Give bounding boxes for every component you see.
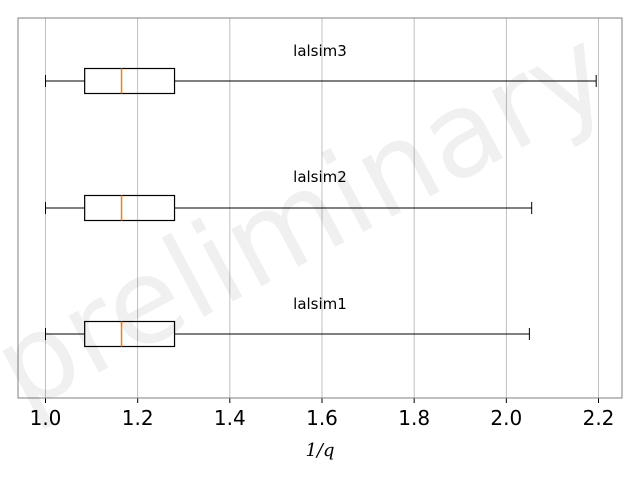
box-lalsim2: lalsim2 (45, 168, 533, 222)
x-axis-label: 1/q (305, 440, 334, 461)
watermark-text: preliminary (0, 0, 630, 437)
x-tick-label: 1.0 (30, 406, 62, 430)
box-label: lalsim1 (293, 295, 347, 313)
box-label: lalsim2 (293, 168, 347, 186)
iqr-box (84, 194, 176, 222)
iqr-box (84, 67, 176, 95)
x-tick-label: 1.4 (214, 406, 246, 430)
box-group: lalsim1 lalsim2 lalsim3 (45, 42, 597, 348)
iqr-box (84, 320, 176, 348)
box-lalsim1: lalsim1 (45, 295, 530, 348)
x-tick-label: 2.2 (583, 406, 615, 430)
plot-frame (17, 17, 623, 399)
x-tick-label: 2.0 (490, 406, 522, 430)
box-label: lalsim3 (293, 42, 347, 60)
x-tick-label: 1.6 (306, 406, 338, 430)
x-tick-label: 1.8 (398, 406, 430, 430)
x-tick-label: 1.2 (122, 406, 154, 430)
x-axis-ticks: 1.0 1.2 1.4 1.6 1.8 2.0 2.2 (30, 398, 615, 430)
box-lalsim3: lalsim3 (45, 42, 597, 95)
